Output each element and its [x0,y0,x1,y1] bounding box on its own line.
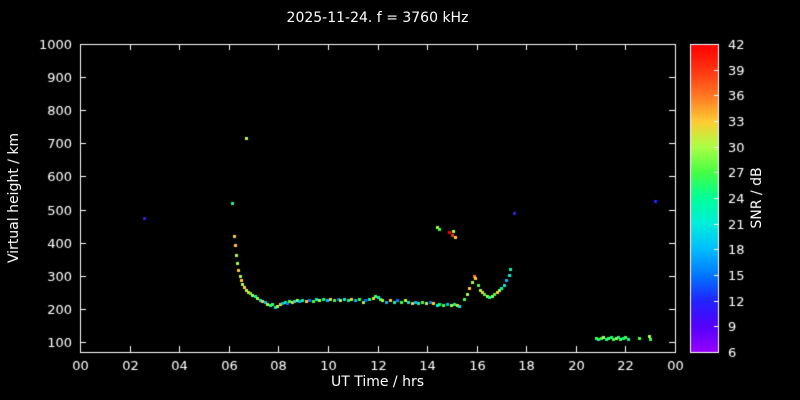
chart-title: 2025-11-24. f = 3760 kHz [286,10,469,26]
y-axis-label: Virtual height / km [6,132,22,264]
x-axis-label: UT Time / hrs [330,374,425,390]
colorbar-label: SNR / dB [749,167,765,229]
